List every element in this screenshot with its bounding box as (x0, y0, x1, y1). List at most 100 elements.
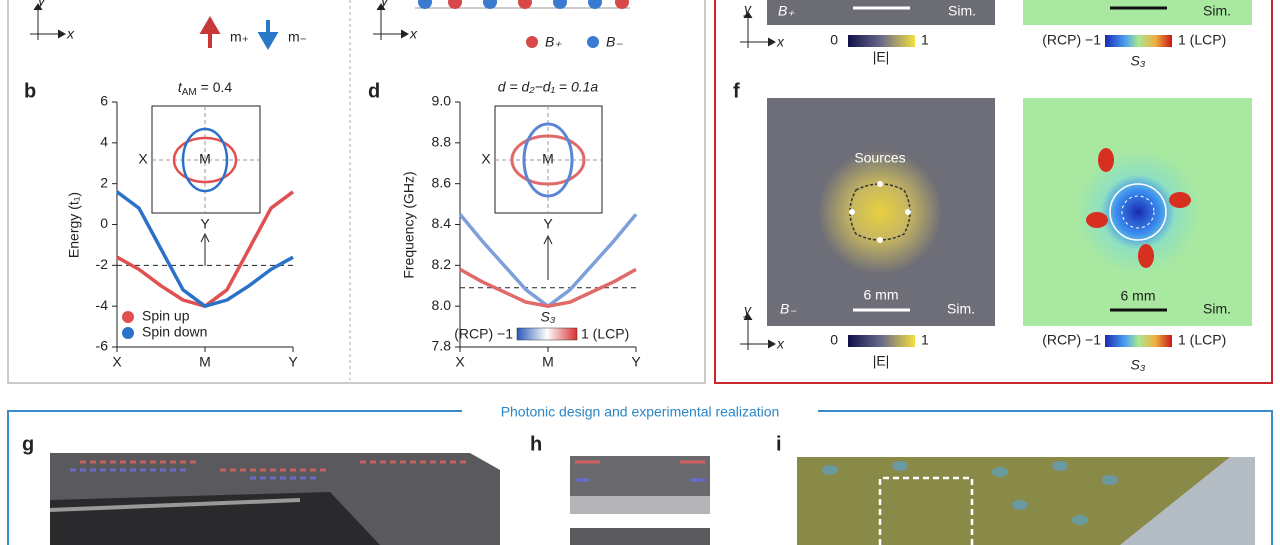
inset-label: M (199, 151, 211, 167)
colorbar (848, 35, 915, 47)
axes-icon (30, 3, 410, 40)
colorbar-label: 1 (LCP) (1178, 32, 1226, 48)
y-tick-label: -4 (96, 297, 109, 313)
title-part: AM (182, 87, 197, 98)
inset-label: M (542, 151, 554, 167)
y-axis-label: Frequency (GHz) (401, 171, 417, 278)
inset (494, 105, 603, 280)
axis-label: y (743, 302, 752, 318)
colorbar-title: S₃ (1131, 53, 1146, 69)
axis-label: x (776, 336, 785, 352)
axis-label: x (409, 26, 418, 42)
colorbar-label: 1 (LCP) (1178, 332, 1226, 348)
legend-marker (587, 36, 599, 48)
axis-label: x (776, 34, 785, 50)
y-tick-label: 4 (100, 134, 108, 150)
colorbar-label: (RCP) −1 (1042, 32, 1101, 48)
colorbar-title: S₃ (541, 309, 556, 325)
scale-label: 6 mm (1121, 288, 1156, 304)
legend-label: m₊ (230, 29, 249, 45)
image-label: Sim. (948, 3, 976, 19)
x-tick-label: X (112, 354, 122, 370)
s3-image (1023, 98, 1252, 326)
panel-label: i (776, 433, 782, 455)
y-tick-label: 9.0 (432, 93, 452, 109)
device-render (49, 453, 500, 545)
panel-label: f (733, 80, 740, 102)
moment-arrow (257, 20, 279, 50)
inset-label: X (481, 151, 491, 167)
colorbar-label: 0 (830, 32, 838, 48)
inset-label: Y (543, 216, 553, 232)
title-backdrop (462, 402, 818, 422)
y-tick-label: 8.0 (432, 297, 452, 313)
series-line (459, 267, 637, 308)
y-tick-label: 8.4 (432, 215, 452, 231)
image-label: Sources (854, 150, 905, 166)
axes-icon (740, 11, 777, 48)
image-label: Sim. (947, 301, 975, 317)
panel-label: g (22, 433, 34, 455)
chart-title: tAM = 0.4 (178, 79, 233, 98)
image-label: B₋ (780, 301, 797, 317)
chart-title: d = d₂−d₁ = 0.1a (498, 79, 599, 95)
y-tick-label: 6 (100, 93, 108, 109)
colorbar-label: 1 (921, 332, 929, 348)
axis-label: y (37, 0, 46, 9)
panel-frame (714, 0, 1273, 384)
s3-image (1023, 0, 1252, 25)
panel-label: b (24, 80, 36, 102)
colorbar-label: 0 (830, 332, 838, 348)
y-tick-label: -2 (96, 256, 109, 272)
legend-marker (122, 327, 134, 339)
y-tick-label: 8.2 (432, 256, 452, 272)
inset (151, 105, 261, 266)
x-tick-label: M (542, 354, 554, 370)
photo (797, 457, 1255, 545)
moment-arrow (199, 16, 221, 48)
title-part: t (178, 79, 183, 95)
x-tick-label: M (199, 354, 211, 370)
y-tick-label: -6 (96, 338, 109, 354)
lattice-strip (415, 0, 630, 9)
legend-label: Spin up (142, 308, 190, 324)
legend-marker (122, 311, 134, 323)
y-tick-label: 2 (100, 174, 108, 190)
y-axis-label: Energy (t₁) (66, 192, 82, 258)
colorbar (516, 327, 578, 341)
colorbar-label: 1 (LCP) (581, 326, 629, 342)
field-image (767, 0, 995, 25)
y-tick-label: 7.8 (432, 338, 452, 354)
colorbar-title: S₃ (1131, 357, 1146, 373)
colorbar-title: |E| (873, 49, 890, 65)
inset-label: X (138, 151, 148, 167)
legend-label: m₋ (288, 29, 307, 45)
image-label: Sim. (1203, 301, 1231, 317)
legend-label: Spin down (142, 324, 207, 340)
colorbar-label: 1 (921, 32, 929, 48)
colorbar (1105, 335, 1172, 347)
layer-render (570, 456, 710, 545)
image-label: Sim. (1203, 3, 1231, 19)
colorbar (848, 335, 915, 347)
inset-label: Y (200, 216, 210, 232)
axis-label: y (380, 0, 389, 9)
colorbar-label: (RCP) −1 (454, 326, 513, 342)
section-title: Photonic design and experimental realiza… (501, 404, 780, 420)
x-tick-label: X (455, 354, 465, 370)
axis-label: x (66, 26, 75, 42)
y-tick-label: 8.8 (432, 134, 452, 150)
axis-label: y (743, 1, 752, 17)
image-label: B₊ (778, 3, 795, 19)
panel-label: h (530, 433, 542, 455)
panel-frame (7, 0, 706, 384)
field-image (767, 98, 995, 326)
scale-label: 6 mm (864, 287, 899, 303)
colorbar-label: (RCP) −1 (1042, 332, 1101, 348)
x-tick-label: Y (288, 354, 298, 370)
y-tick-label: 0 (100, 215, 108, 231)
legend-marker (526, 36, 538, 48)
colorbar-title: |E| (873, 353, 890, 369)
